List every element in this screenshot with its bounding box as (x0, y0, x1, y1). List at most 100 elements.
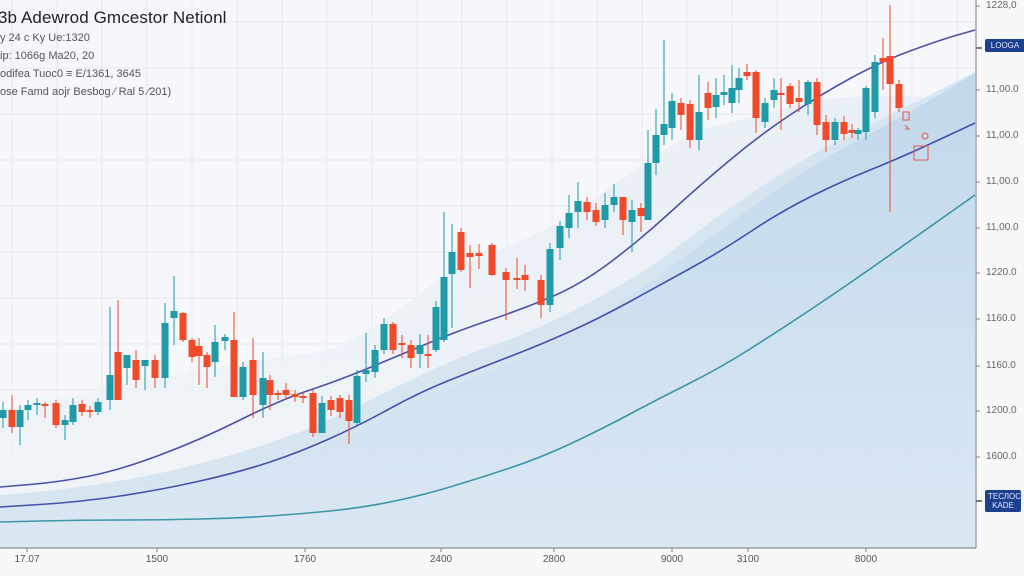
candle (686, 100, 694, 148)
x-tick-label: 2400 (429, 554, 453, 565)
candle (660, 40, 668, 145)
candle (61, 415, 69, 440)
candle (52, 400, 60, 428)
candle (282, 383, 290, 400)
candle (761, 98, 769, 128)
candle (862, 86, 870, 140)
candle (804, 80, 812, 115)
candle (704, 82, 712, 120)
x-tick-label: 9000 (660, 554, 684, 565)
candle (743, 64, 751, 80)
candle (728, 65, 736, 113)
price-badge-top: LOOGA (985, 39, 1024, 52)
x-tick-label: 8000 (854, 554, 878, 565)
candle (259, 352, 267, 418)
candle (33, 398, 41, 415)
candle (813, 78, 821, 135)
candle (41, 402, 49, 418)
y-tick-label: 1600.0 (986, 451, 1017, 462)
candle (854, 128, 862, 140)
chart-legend: 3b Adewrod Gmcestor Netionl y 24 c Ky Ue… (0, 8, 227, 100)
candle (424, 335, 432, 368)
candle (644, 130, 652, 220)
legend-line: y 24 c Ky Ue:1320 (0, 32, 90, 44)
candle (389, 322, 397, 354)
candle (266, 375, 274, 410)
candle (583, 197, 591, 220)
candle (86, 406, 94, 418)
candle (448, 224, 456, 328)
y-tick-label: 1220.0 (986, 267, 1017, 278)
candle (291, 390, 299, 402)
x-tick-marks (26, 548, 867, 552)
candle (556, 221, 564, 260)
candle (230, 312, 238, 397)
candle (488, 243, 496, 276)
candle (195, 338, 203, 385)
candle (309, 390, 317, 437)
candle (574, 182, 582, 228)
candle (795, 80, 803, 112)
candle (619, 197, 627, 235)
candle (78, 400, 86, 416)
candle (879, 38, 887, 90)
candle (521, 265, 529, 291)
candle (601, 193, 609, 228)
candle (353, 370, 361, 426)
candle (432, 301, 440, 352)
y-tick-label: 11,00.0 (986, 222, 1019, 233)
y-tick-label: 1200.0 (986, 405, 1017, 416)
candle (407, 340, 415, 368)
candle (318, 396, 326, 433)
candle (188, 338, 196, 362)
x-tick-label: 1500 (145, 554, 169, 565)
candle (239, 362, 247, 400)
candle (416, 334, 424, 368)
candle (345, 395, 353, 444)
candle (114, 300, 122, 400)
candle (637, 203, 645, 232)
x-tick-label: 2800 (542, 554, 566, 565)
candle (141, 360, 149, 390)
candle (720, 75, 728, 105)
candle (299, 393, 307, 403)
legend-line: odifea Tuoc0 ≡ E/1361, 3645 (0, 68, 141, 80)
y-tick-label: 11,00.0 (986, 84, 1019, 95)
candle (249, 338, 257, 418)
candle (161, 303, 169, 388)
candle (695, 75, 703, 150)
candle (475, 244, 483, 269)
candle (610, 184, 618, 212)
chart-title: 3b Adewrod Gmcestor Netionl (0, 8, 227, 27)
candlestick-series (0, 5, 903, 445)
candle (770, 78, 778, 108)
y-tick-marks (976, 5, 982, 502)
candle (274, 390, 282, 400)
candle (786, 83, 794, 108)
candle (848, 124, 856, 138)
candle (0, 402, 7, 428)
candle (777, 78, 785, 130)
legend-line: ose Famd aojr Besbog ∕ Ral 5 ∕201) (0, 86, 172, 98)
candle (362, 333, 370, 382)
candle (371, 345, 379, 378)
candle (546, 243, 554, 312)
candle (457, 228, 465, 272)
candle (16, 405, 24, 445)
candle (886, 5, 894, 212)
ma-line (0, 122, 976, 508)
price-badge-bottom: ТЕСЛОСЕ KADE (985, 490, 1024, 512)
candle (752, 70, 760, 133)
x-tick-label: 3100 (736, 554, 760, 565)
candle (211, 325, 219, 377)
candle (712, 78, 720, 118)
y-tick-label: 11,00.0 (986, 176, 1019, 187)
candle (106, 307, 114, 410)
candle (132, 350, 140, 388)
candle (440, 212, 448, 342)
candle (179, 312, 187, 342)
candle (895, 80, 903, 112)
x-tick-label: 17.07 (14, 554, 40, 565)
